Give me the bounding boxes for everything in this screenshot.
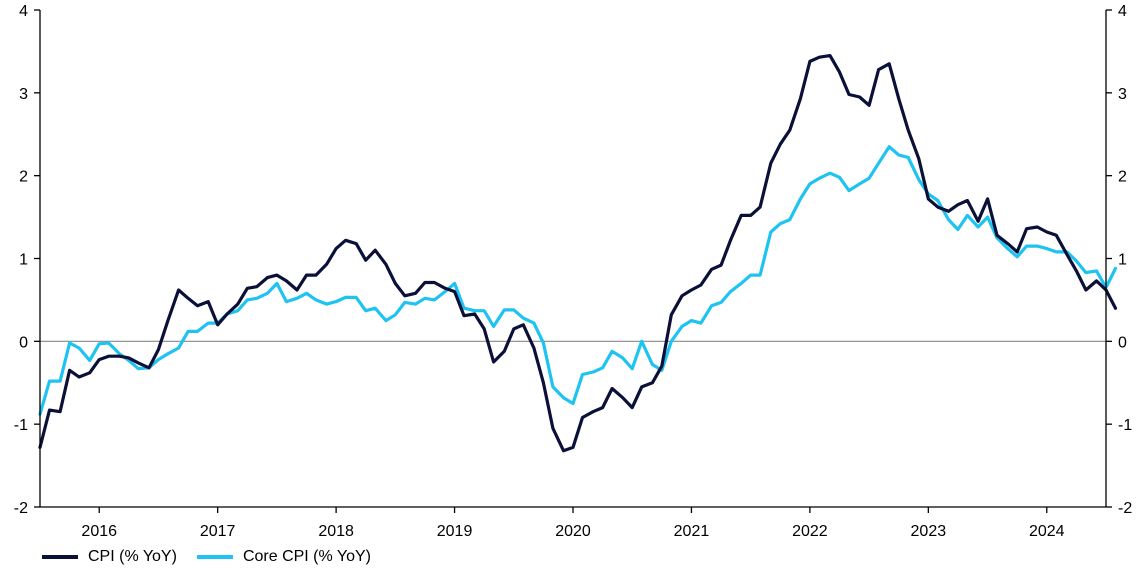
series-line-cpi	[38, 54, 1118, 453]
series-layer	[38, 54, 1118, 453]
legend-swatch-cpi	[42, 555, 78, 559]
y-tick-label-right: 0	[1118, 334, 1127, 351]
y-tick-label-right: -1	[1118, 417, 1132, 434]
y-tick-label-right: 3	[1118, 86, 1127, 103]
legend: CPI (% YoY) Core CPI (% YoY)	[42, 546, 391, 568]
y-tick-label-left: 1	[19, 252, 28, 269]
y-tick-label-left: 2	[19, 169, 28, 186]
legend-swatch-core	[196, 555, 233, 559]
x-tick-label-2023: 2023	[911, 523, 947, 540]
x-tick-label-2021: 2021	[674, 523, 710, 540]
legend-label-cpi: CPI (% YoY)	[88, 548, 177, 565]
y-tick-label-left: 0	[19, 334, 28, 351]
legend-item-cpi: CPI (% YoY)	[42, 548, 177, 566]
y-tick-label-left: 4	[19, 3, 28, 20]
axes-layer: -2 -2 -1 -1 0 0 1 1 2 2 3 3 4 4 2016 2017 2018 2019 2020 20…	[14, 3, 1133, 540]
y-tick-label-right: 2	[1118, 169, 1127, 186]
x-tick-label-2020: 2020	[555, 523, 591, 540]
x-tick-label-2017: 2017	[200, 523, 236, 540]
y-tick-label-left: 3	[19, 86, 28, 103]
y-tick-label-right: 4	[1118, 3, 1127, 20]
x-tick-label-2016: 2016	[81, 523, 117, 540]
y-tick-label-right: 1	[1118, 252, 1127, 269]
y-tick-label-right: -2	[1118, 500, 1132, 517]
cpi-line-chart: -2 -2 -1 -1 0 0 1 1 2 2 3 3 4 4 2016 2017 2018 2019 2020 20…	[14, 3, 1133, 540]
x-tick-label-2018: 2018	[318, 523, 354, 540]
x-tick-label-2022: 2022	[792, 523, 828, 540]
series-line-core-cpi	[38, 145, 1118, 416]
legend-item-core: Core CPI (% YoY)	[196, 548, 371, 566]
x-tick-label-2024: 2024	[1029, 523, 1065, 540]
y-tick-label-left: -2	[14, 500, 28, 517]
y-tick-label-left: -1	[14, 417, 28, 434]
x-tick-label-2019: 2019	[437, 523, 473, 540]
legend-label-core: Core CPI (% YoY)	[242, 548, 371, 565]
